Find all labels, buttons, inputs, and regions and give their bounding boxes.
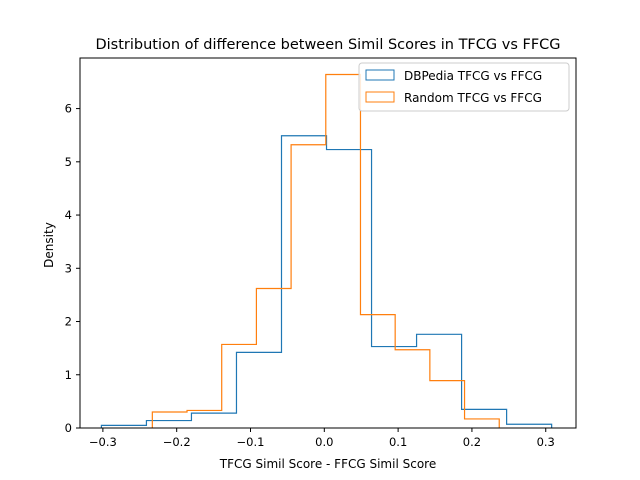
histogram-series-0 xyxy=(100,135,553,428)
y-tick-label: 0 xyxy=(65,421,72,435)
x-tick-label: 0.3 xyxy=(537,435,555,449)
x-axis-label: TFCG Simil Score - FFCG Simil Score xyxy=(219,457,436,471)
legend-box xyxy=(358,62,570,112)
x-tick-label: −0.3 xyxy=(89,435,117,449)
legend: DBPedia TFCG vs FFCG Random TFCG vs FFCG xyxy=(358,62,570,112)
x-axis: −0.3 −0.2 −0.1 0.0 0.1 0.2 0.3 xyxy=(89,428,555,449)
y-axis: 0 1 2 3 4 5 6 xyxy=(65,102,80,435)
axes-frame xyxy=(79,57,577,429)
x-tick-label: 0.1 xyxy=(389,435,407,449)
y-tick-label: 3 xyxy=(65,261,72,275)
y-tick-label: 5 xyxy=(65,155,72,169)
y-tick-label: 4 xyxy=(65,208,72,222)
x-tick-label: −0.2 xyxy=(163,435,191,449)
legend-label-random: Random TFCG vs FFCG xyxy=(404,91,542,105)
y-tick-label: 6 xyxy=(65,102,72,116)
legend-swatch-random xyxy=(365,91,395,103)
histogram-series-1 xyxy=(151,73,500,428)
legend-swatch-dbpedia xyxy=(365,69,395,81)
x-tick-label: −0.1 xyxy=(237,435,265,449)
series-layer xyxy=(100,73,553,428)
x-tick-label: 0.2 xyxy=(463,435,481,449)
y-axis-label: Density xyxy=(42,222,56,268)
y-tick-label: 1 xyxy=(65,368,72,382)
x-tick-label: 0.0 xyxy=(315,435,333,449)
chart-title: Distribution of difference between Simil… xyxy=(95,37,560,53)
y-tick-label: 2 xyxy=(65,315,72,329)
legend-label-dbpedia: DBPedia TFCG vs FFCG xyxy=(404,69,542,83)
